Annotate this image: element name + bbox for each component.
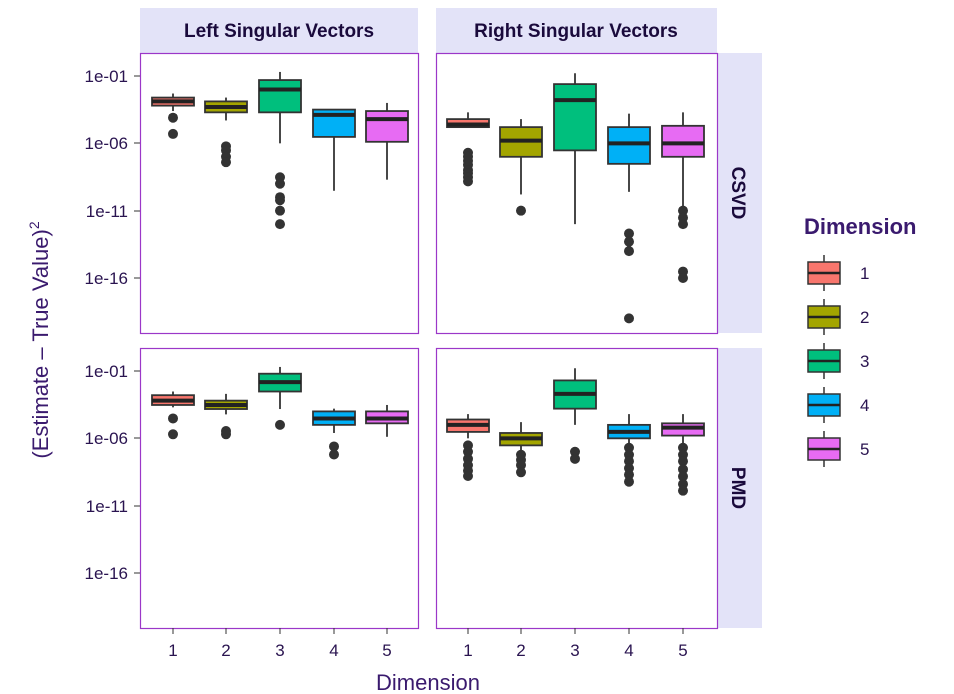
- strip-right-singular-vectors: [436, 8, 717, 53]
- panel-pmd-right: [435, 347, 719, 630]
- y-axis-csvd: 1e-01 1e-06 1e-11 1e-16: [85, 67, 140, 288]
- outlier-point: [678, 471, 688, 482]
- outlier-point: [624, 476, 634, 487]
- legend-item-4: 4: [807, 387, 869, 423]
- strip-label-csvd: CSVD: [727, 167, 748, 220]
- strip-label-right: Right Singular Vectors: [474, 21, 678, 42]
- outlier-point: [570, 446, 580, 457]
- outlier-point: [678, 442, 688, 453]
- outlier-point: [678, 219, 688, 230]
- y-tick-label: 1e-06: [85, 429, 128, 448]
- y-tick-label: 1e-16: [85, 564, 128, 583]
- panel-boxes: [151, 366, 409, 460]
- outlier-point: [275, 205, 285, 216]
- outlier-point: [678, 205, 688, 216]
- outlier-point: [275, 419, 285, 430]
- x-tick-label: 5: [382, 641, 391, 660]
- strip-left-singular-vectors: [140, 8, 418, 53]
- panel-boxes: [446, 73, 705, 324]
- outlier-point: [275, 178, 285, 189]
- x-tick-label: 2: [221, 641, 230, 660]
- panel-csvd-left: [139, 52, 420, 335]
- outlier-point: [329, 441, 339, 452]
- x-axis-title: Dimension: [376, 670, 480, 694]
- legend-keys: 1 2 3 4 5: [807, 255, 869, 467]
- outlier-point: [570, 453, 580, 464]
- strip-label-left: Left Singular Vectors: [184, 21, 374, 42]
- box-dimension-3: [553, 83, 597, 152]
- outlier-point: [168, 112, 178, 123]
- y-axis-pmd: 1e-01 1e-06 1e-11 1e-16: [85, 362, 140, 583]
- y-axis-title-main: (Estimate – True Value): [28, 229, 53, 458]
- outlier-point: [678, 456, 688, 467]
- x-axis-left: 1 2 3 4 5: [168, 628, 392, 660]
- outlier-point: [624, 469, 634, 480]
- outlier-point: [275, 195, 285, 206]
- y-tick-label: 1e-01: [85, 67, 128, 86]
- outlier-point: [516, 205, 526, 216]
- outlier-point: [221, 157, 231, 168]
- outlier-point: [624, 236, 634, 247]
- boxes-layer: [151, 71, 705, 496]
- box-dimension-3: [258, 79, 302, 114]
- panel-csvd-right: [435, 52, 719, 335]
- legend-label: 4: [860, 396, 869, 415]
- outlier-point: [624, 228, 634, 239]
- legend-item-1: 1: [807, 255, 869, 291]
- strip-csvd: [717, 53, 762, 333]
- x-tick-label: 3: [570, 641, 579, 660]
- outlier-point: [329, 449, 339, 460]
- outlier-point: [516, 467, 526, 478]
- outlier-point: [463, 446, 473, 457]
- box-dimension-5: [661, 124, 705, 158]
- outlier-point: [221, 429, 231, 440]
- legend: Dimension 1 2 3 4 5: [804, 214, 916, 467]
- y-axis-title: (Estimate – True Value)2: [26, 221, 53, 458]
- y-tick-label: 1e-01: [85, 362, 128, 381]
- x-tick-label: 5: [678, 641, 687, 660]
- y-axis-title-superscript: 2: [26, 221, 42, 229]
- panel-boxes: [151, 71, 409, 230]
- box-dimension-4: [607, 126, 651, 165]
- x-tick-label: 4: [624, 641, 633, 660]
- legend-item-5: 5: [807, 431, 869, 467]
- x-tick-label: 4: [329, 641, 338, 660]
- legend-label: 5: [860, 440, 869, 459]
- outlier-point: [624, 442, 634, 453]
- legend-item-2: 2: [807, 299, 869, 335]
- strip-label-pmd: PMD: [727, 467, 748, 509]
- outlier-point: [624, 456, 634, 467]
- legend-label: 2: [860, 308, 869, 327]
- outlier-point: [624, 246, 634, 257]
- legend-title: Dimension: [804, 214, 916, 239]
- outlier-point: [678, 273, 688, 283]
- outlier-point: [463, 176, 473, 187]
- y-tick-label: 1e-11: [86, 202, 128, 221]
- outlier-point: [275, 219, 285, 230]
- legend-label: 3: [860, 352, 869, 371]
- x-tick-label: 3: [275, 641, 284, 660]
- outlier-point: [516, 460, 526, 471]
- legend-item-3: 3: [807, 343, 869, 379]
- outlier-point: [168, 413, 178, 424]
- y-tick-label: 1e-06: [85, 134, 128, 153]
- outlier-point: [168, 429, 178, 440]
- outlier-point: [463, 470, 473, 481]
- outlier-point: [168, 128, 178, 139]
- y-tick-label: 1e-11: [86, 497, 128, 516]
- legend-label: 1: [860, 264, 869, 283]
- outlier-point: [624, 313, 634, 324]
- panel-boxes: [446, 368, 705, 496]
- y-tick-label: 1e-16: [85, 269, 128, 288]
- outlier-point: [678, 464, 688, 475]
- x-tick-label: 1: [168, 641, 177, 660]
- outlier-point: [678, 485, 688, 496]
- x-tick-label: 2: [516, 641, 525, 660]
- box-dimension-5: [365, 110, 409, 143]
- strip-pmd: [717, 348, 762, 628]
- x-axis-right: 1 2 3 4 5: [463, 628, 688, 660]
- x-tick-label: 1: [463, 641, 472, 660]
